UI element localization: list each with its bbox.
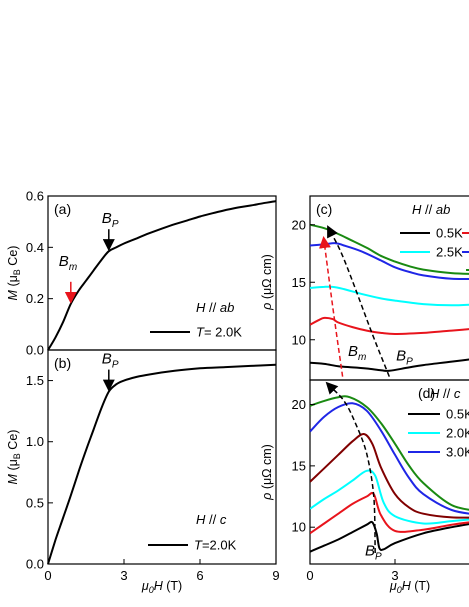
panel-3-ytick-label-2: 20 — [292, 397, 306, 412]
panel-2-guide-1 — [327, 225, 390, 377]
panel-a-ylabel: M (μB Ce) — [6, 246, 22, 301]
panel-b-letter: (b) — [54, 355, 71, 371]
panel-3-annotation-0: BP — [365, 542, 382, 562]
panel-2-annotation-0: Bm — [348, 343, 366, 363]
panel-3-series-0-line — [310, 520, 469, 553]
panel-0-ytick-label-0: 0.0 — [26, 343, 44, 358]
panel-d-xlabel: μ0H (T) — [389, 579, 430, 595]
panel-d — [310, 381, 469, 554]
panel-3-ytick-label-1: 15 — [292, 458, 306, 473]
panel-1-series-0-line — [47, 363, 277, 565]
panel-b-xlabel: μ0H (T) — [141, 579, 182, 595]
panel-1-ytick-label-0: 0.0 — [26, 557, 44, 572]
panel-b-ylabel: M (μB Ce) — [6, 430, 22, 485]
panel-0-ytick-label-2: 0.4 — [26, 240, 44, 255]
panel-d-legend-2-label: 2.0K — [446, 426, 469, 441]
panel-b-field-label: H // c — [196, 512, 227, 527]
panel-a-letter: (a) — [54, 201, 71, 217]
panel-3-series-5-line — [310, 395, 469, 511]
panel-2-ytick-label-0: 10 — [292, 332, 306, 347]
panel-d-letter: (d) — [418, 385, 435, 401]
svg-text:M (μB Ce): M (μB Ce) — [6, 246, 22, 301]
panel-3-xtick-label-1: 3 — [391, 568, 398, 583]
panel-1-xtick-label-1: 3 — [120, 568, 127, 583]
svg-text:M (μB Ce): M (μB Ce) — [6, 430, 22, 485]
panel-a-field-label: H // ab — [196, 300, 234, 315]
panel-c — [310, 223, 469, 377]
panel-b — [47, 363, 277, 565]
panel-2-annotation-1: BP — [396, 347, 413, 367]
panel-b-frame — [47, 349, 277, 565]
panel-0-annotation-0: BP — [102, 210, 119, 230]
panel-3-series-4-line — [310, 402, 469, 515]
panel-3-xtick-label-0: 0 — [306, 568, 313, 583]
panel-d-legend-4-label: 3.0K — [446, 445, 469, 460]
panel-1-xtick-label-3: 9 — [272, 568, 279, 583]
panel-1-xtick-label-0: 0 — [44, 568, 51, 583]
panel-c-legend-0-label: 0.5K — [436, 226, 463, 241]
panel-2-series-3-line — [310, 242, 469, 281]
panel-1-ytick-label-3: 1.5 — [26, 373, 44, 388]
panel-0-ytick-label-3: 0.6 — [26, 189, 44, 204]
panel-2-series-0-line — [310, 358, 469, 372]
panel-0-ytick-label-1: 0.2 — [26, 291, 44, 306]
panel-a-legend-0-label: T= 2.0K — [196, 325, 242, 340]
panel-1-ytick-label-1: 0.5 — [26, 495, 44, 510]
panel-b-legend-0-label: T=2.0K — [194, 538, 237, 553]
svg-text:ρ (μΩ cm): ρ (μΩ cm) — [260, 254, 274, 311]
panel-c-ylabel: ρ (μΩ cm) — [260, 254, 274, 311]
panel-2-ytick-label-2: 20 — [292, 217, 306, 232]
panel-3-series-3-line — [310, 432, 469, 519]
panel-d-ylabel: ρ (μΩ cm) — [260, 444, 274, 501]
panel-3-guide-0 — [325, 381, 376, 554]
svg-text:ρ (μΩ cm): ρ (μΩ cm) — [260, 444, 274, 501]
panel-2-series-2-line — [310, 285, 469, 307]
panel-2-series-1-line — [310, 316, 469, 336]
panel-d-legend-0-label: 0.5K — [446, 407, 469, 422]
text-layer: 0.00.20.40.603690.00.51.01.5101520036101… — [6, 189, 469, 595]
panel-2-guide-0 — [319, 236, 344, 377]
panel-1-ytick-label-2: 1.0 — [26, 434, 44, 449]
panel-0-annotation-1: Bm — [59, 253, 77, 273]
panel-c-field-label: H // ab — [412, 202, 450, 217]
panel-2-ytick-label-1: 15 — [292, 275, 306, 290]
panel-1-annotation-0: BP — [102, 351, 119, 371]
panel-d-field-label: H // c — [430, 386, 461, 401]
panel-c-letter: (c) — [316, 201, 332, 217]
panel-3-series-2-line — [310, 469, 469, 525]
panel-c-legend-2-label: 2.5K — [436, 245, 463, 260]
panel-3-ytick-label-0: 10 — [292, 520, 306, 535]
panel-1-xtick-label-2: 6 — [196, 568, 203, 583]
